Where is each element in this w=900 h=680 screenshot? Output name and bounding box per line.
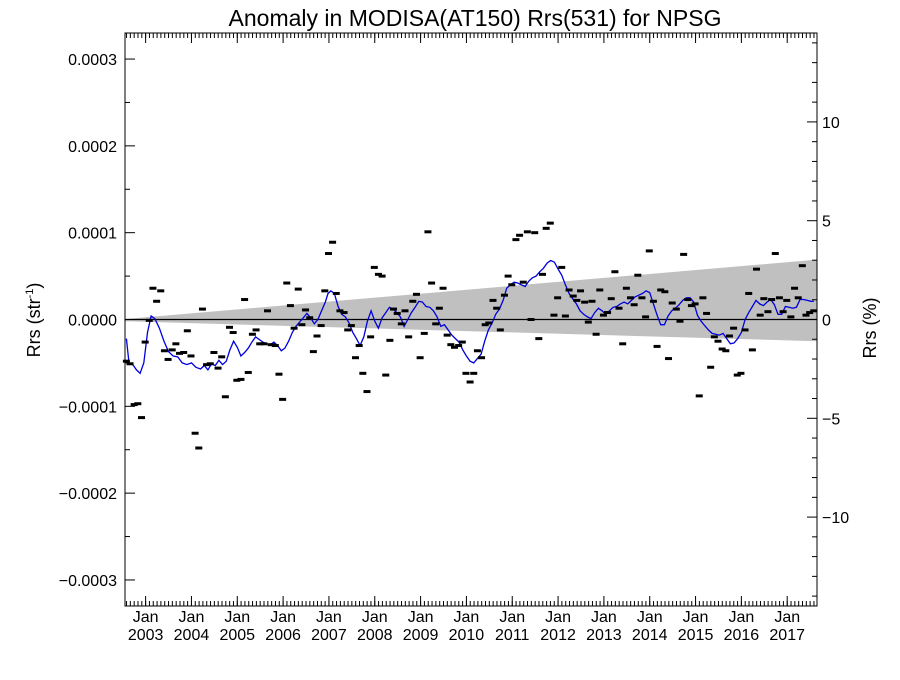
x-tick-label-month: Jan (728, 609, 754, 626)
y-left-tick-label: −0.0001 (59, 399, 117, 416)
x-tick-label-month: Jan (499, 609, 525, 626)
x-tick-label-year: 2014 (632, 627, 668, 644)
x-tick-label-year: 2006 (265, 627, 301, 644)
x-tick-label-month: Jan (637, 609, 663, 626)
confidence-band (125, 259, 817, 342)
x-tick-label-month: Jan (316, 609, 342, 626)
x-tick-label-year: 2009 (403, 627, 439, 644)
x-tick-label-month: Jan (591, 609, 617, 626)
y-axis-left-label-sup: -1 (24, 289, 36, 299)
x-tick-label-year: 2017 (769, 627, 805, 644)
x-tick-label-year: 2013 (586, 627, 622, 644)
x-tick-label-year: 2015 (678, 627, 714, 644)
y-left-tick-label: 0.0003 (68, 52, 117, 69)
y-right-tick-label: 5 (822, 214, 831, 231)
x-tick-label-year: 2012 (540, 627, 576, 644)
x-tick-label-month: Jan (545, 609, 571, 626)
y-right-tick-label: 10 (822, 115, 840, 132)
y-left-tick-label: 0.0002 (68, 139, 117, 156)
y-axis-left-label: Rrs (str-1) (24, 283, 44, 358)
y-left-tick-label: −0.0002 (59, 486, 117, 503)
y-right-tick-label: −10 (822, 510, 849, 527)
x-tick-label-year: 2004 (174, 627, 210, 644)
x-tick-label-year: 2007 (311, 627, 347, 644)
x-tick-label-month: Jan (224, 609, 250, 626)
x-tick-label-year: 2008 (357, 627, 393, 644)
y-left-tick-label: 0.0000 (68, 313, 117, 330)
y-axis-left-label-end: ) (24, 283, 44, 289)
x-tick-label-month: Jan (774, 609, 800, 626)
x-tick-label-month: Jan (362, 609, 388, 626)
x-tick-label-month: Jan (408, 609, 434, 626)
y-right-tick-label: −5 (822, 411, 840, 428)
x-tick-label-year: 2003 (128, 627, 164, 644)
x-tick-label-month: Jan (270, 609, 296, 626)
y-axis-left-label-text: Rrs (str (24, 298, 44, 357)
x-tick-label-year: 2010 (449, 627, 485, 644)
x-tick-label-month: Jan (179, 609, 205, 626)
y-left-tick-label: −0.0003 (59, 573, 117, 590)
x-tick-label-month: Jan (683, 609, 709, 626)
y-axis-right-label: Rrs (%) (860, 298, 880, 359)
x-tick-label-month: Jan (454, 609, 480, 626)
running-mean-line (125, 259, 814, 375)
x-tick-label-year: 2016 (724, 627, 760, 644)
chart-title: Anomaly in MODISA(AT150) Rrs(531) for NP… (229, 5, 722, 31)
x-tick-label-year: 2005 (219, 627, 255, 644)
y-right-tick-label: 0 (822, 313, 831, 330)
x-tick-label-month: Jan (133, 609, 159, 626)
y-left-tick-label: 0.0001 (68, 226, 117, 243)
x-tick-label-year: 2011 (495, 627, 530, 644)
